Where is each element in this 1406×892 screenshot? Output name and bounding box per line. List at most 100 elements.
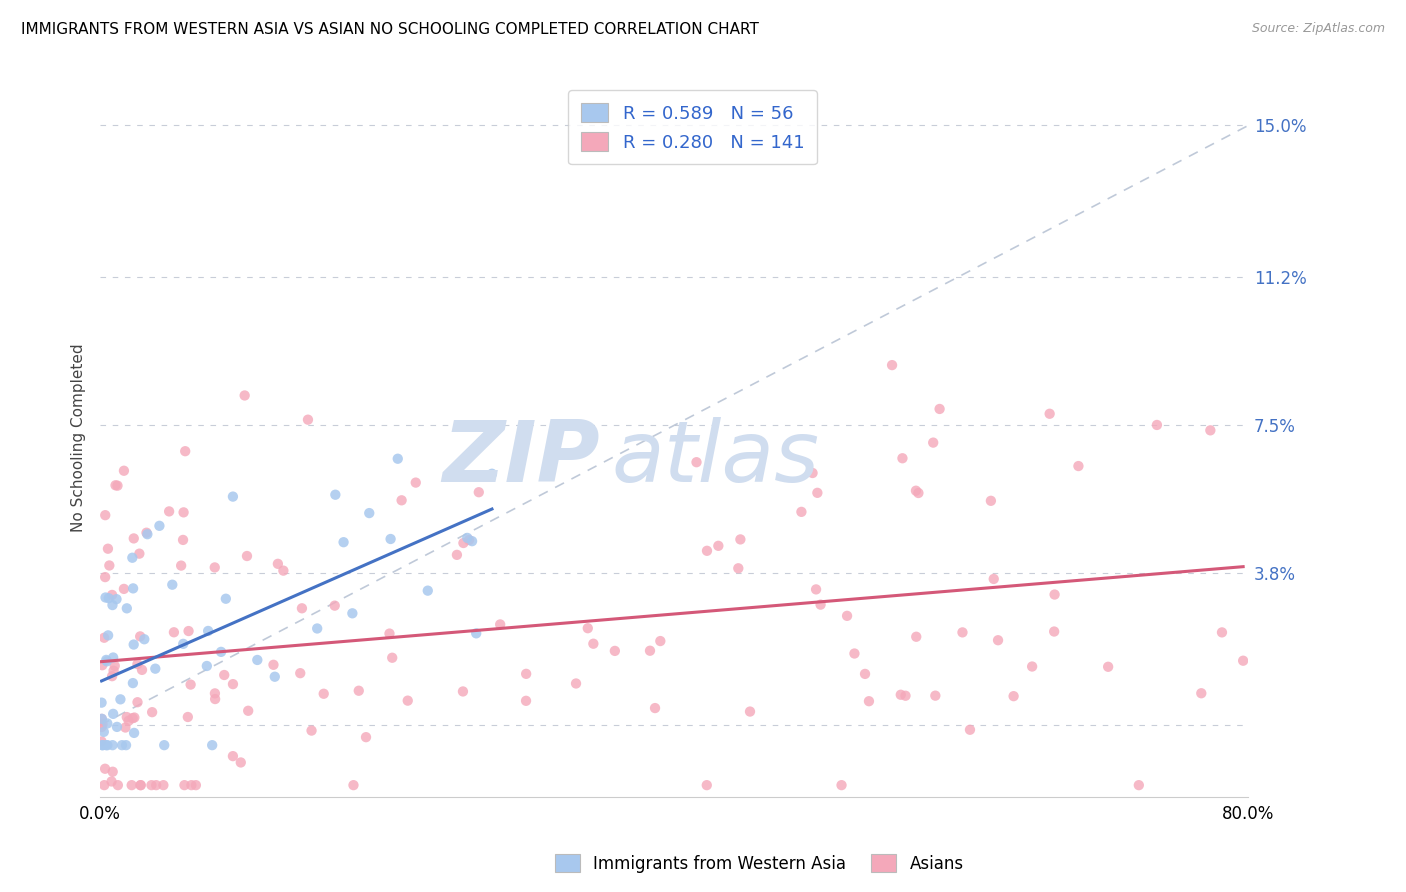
Point	[707, 539, 730, 553]
Point	[177, 624, 200, 638]
Point	[458, 533, 481, 547]
Point	[246, 653, 269, 667]
Point	[312, 687, 335, 701]
Point	[582, 637, 605, 651]
Point	[96, 653, 118, 667]
Point	[481, 467, 503, 481]
Point	[297, 412, 319, 426]
Point	[101, 738, 124, 752]
Point	[810, 598, 832, 612]
Point	[222, 490, 245, 504]
Point	[904, 483, 927, 498]
Point	[90, 720, 112, 734]
Point	[96, 654, 118, 668]
Point	[831, 778, 853, 792]
Point	[858, 694, 880, 708]
Point	[396, 693, 419, 707]
Point	[101, 588, 124, 602]
Point	[1043, 588, 1066, 602]
Point	[342, 778, 364, 792]
Point	[576, 621, 599, 635]
Point	[416, 583, 439, 598]
Point	[122, 638, 145, 652]
Point	[204, 692, 226, 706]
Point	[96, 716, 118, 731]
Point	[212, 668, 235, 682]
Point	[110, 692, 132, 706]
Point	[1067, 458, 1090, 473]
Point	[804, 582, 827, 597]
Point	[222, 749, 245, 764]
Point	[922, 435, 945, 450]
Point	[347, 683, 370, 698]
Point	[94, 591, 117, 605]
Point	[905, 630, 928, 644]
Point	[215, 591, 238, 606]
Point	[103, 664, 125, 678]
Point	[107, 778, 129, 792]
Point	[238, 704, 260, 718]
Point	[197, 624, 219, 638]
Point	[465, 626, 488, 640]
Point	[290, 666, 312, 681]
Point	[1021, 659, 1043, 673]
Point	[98, 558, 121, 573]
Text: atlas: atlas	[612, 417, 820, 500]
Point	[94, 762, 117, 776]
Point	[129, 629, 152, 643]
Point	[489, 617, 512, 632]
Point	[104, 478, 127, 492]
Point	[638, 644, 661, 658]
Point	[515, 666, 537, 681]
Text: IMMIGRANTS FROM WESTERN ASIA VS ASIAN NO SCHOOLING COMPLETED CORRELATION CHART: IMMIGRANTS FROM WESTERN ASIA VS ASIAN NO…	[21, 22, 759, 37]
Point	[928, 401, 950, 416]
Point	[307, 622, 329, 636]
Point	[105, 720, 128, 734]
Point	[180, 778, 202, 792]
Point	[381, 650, 404, 665]
Point	[209, 645, 232, 659]
Point	[1189, 686, 1212, 700]
Point	[122, 582, 145, 596]
Point	[696, 778, 718, 792]
Point	[101, 706, 124, 721]
Point	[405, 475, 427, 490]
Point	[391, 493, 413, 508]
Point	[122, 676, 145, 690]
Point	[894, 689, 917, 703]
Point	[148, 518, 170, 533]
Point	[980, 493, 1002, 508]
Point	[170, 558, 193, 573]
Point	[359, 506, 381, 520]
Point	[90, 712, 112, 726]
Point	[115, 738, 138, 752]
Point	[204, 686, 226, 700]
Point	[453, 536, 475, 550]
Point	[184, 778, 207, 792]
Point	[644, 701, 666, 715]
Point	[565, 676, 588, 690]
Point	[124, 710, 146, 724]
Point	[91, 717, 114, 731]
Point	[141, 778, 163, 792]
Point	[143, 662, 166, 676]
Point	[93, 778, 115, 792]
Point	[111, 738, 134, 752]
Point	[97, 628, 120, 642]
Point	[122, 532, 145, 546]
Point	[342, 607, 364, 621]
Point	[446, 548, 468, 562]
Point	[380, 532, 402, 546]
Point	[121, 550, 143, 565]
Point	[1199, 423, 1222, 437]
Point	[844, 647, 866, 661]
Point	[451, 684, 474, 698]
Point	[131, 663, 153, 677]
Point	[174, 444, 197, 458]
Point	[806, 485, 828, 500]
Point	[115, 601, 138, 615]
Point	[907, 486, 929, 500]
Point	[97, 591, 120, 606]
Point	[890, 688, 912, 702]
Point	[204, 560, 226, 574]
